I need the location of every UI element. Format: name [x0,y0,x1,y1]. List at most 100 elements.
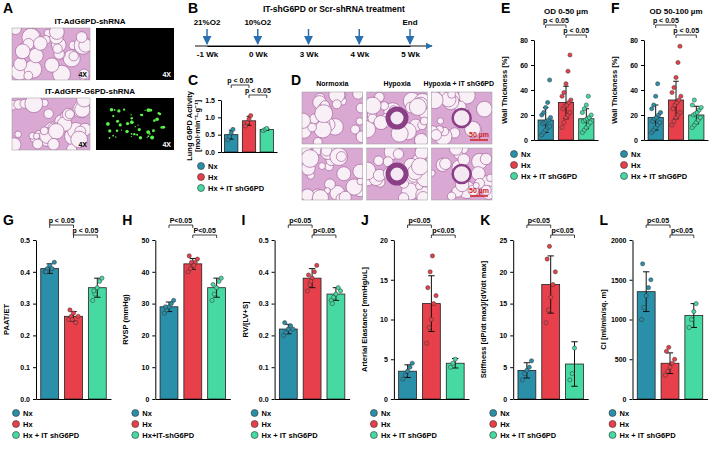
data-point [312,270,316,274]
y-axis-line [155,241,156,400]
alveolus [332,100,341,109]
legend-label: Hx + IT shG6PD [262,431,319,440]
x-axis-line [633,399,708,400]
y-axis: 020406080 [520,37,534,144]
y-tick-label: 20 [520,112,528,119]
significance-bracket [312,235,336,238]
bar [184,264,202,399]
data-point [187,254,191,258]
legend-label: Hx + IT shG6PD [208,184,265,193]
legend-swatch [13,432,20,439]
timeline-tick: 0 Wk [249,46,268,59]
alveolus [337,167,351,181]
y-tick-mark [531,40,534,41]
data-point [692,309,696,313]
y-tick-label: 0.5 [20,237,30,244]
data-point [211,282,215,286]
data-point [584,103,588,107]
x-axis [514,399,589,400]
y-axis: 0.00.10.20.30.40.5 [20,237,36,403]
figure: IT-AdG6PD-shRNA4X4XIT-AdGFP-G6PD-shRNA4X… [0,0,716,449]
y-tick-label: 50 [142,237,150,244]
data-point [663,373,667,377]
y-tick-label: 1.0 [205,114,215,121]
alveolus [313,138,322,144]
alveolus [15,131,22,138]
x-axis-line [394,399,469,400]
data-point [546,100,550,104]
y-tick: 60 [520,62,534,69]
timeline-tick: 3 Wk [300,46,319,59]
y-tick-mark [531,65,534,66]
data-point [687,325,691,329]
gfp-signal [133,133,135,135]
data-point [74,321,78,325]
gfp-signal [150,136,154,140]
significance-label: p<0.05 [528,217,550,225]
y-tick: 1.0 [205,114,221,121]
gfp-signal [136,134,138,136]
panel-label: L [600,212,609,228]
micrograph-frame [302,148,363,200]
y-tick: 0.0 [20,396,36,403]
legend: NxHxHx + IT shG6PD [13,409,80,440]
legend: NxHxHx + IT shG6PD [198,162,265,193]
panel-label: D [291,72,301,88]
y-tick-mark [641,115,644,116]
data-point [50,267,54,271]
x-axis [394,399,469,400]
legend-label: Hx [500,420,510,429]
y-tick-label: 60 [520,62,528,69]
x-axis-line [514,399,589,400]
y-tick-label: 5 [503,364,507,371]
gfp-signal [116,129,119,132]
gfp-signal [112,115,114,117]
legend-label: Hx + IT shG6PD [23,431,80,440]
y-tick-mark [218,152,221,153]
data-point [428,270,432,274]
alveolus [414,134,427,144]
legend: NxHxHx + IT shG6PD [370,409,437,440]
y-tick-mark [510,399,513,400]
magnification: 4X [78,71,87,78]
timeline-label: 3 Wk [300,50,319,59]
panel-label: J [361,212,369,228]
legend-swatch [621,173,628,180]
panel-label: E [501,0,510,16]
scale-bar-label: 50 µm [469,131,489,139]
data-point [172,298,176,302]
legend: NxHxHx + IT shG6PD [511,150,578,181]
data-point [679,94,683,98]
magnification: 4X [78,141,87,148]
y-tick-mark [272,240,275,241]
y-axis-title: Wall Thickness [%] [610,56,619,124]
fluorescence-bg [96,28,174,80]
x-axis-line [535,140,599,141]
legend: NxHxHx+IT-shG6PD [132,409,195,440]
error-bar [571,342,577,387]
data-point [673,357,677,361]
bar [668,100,683,140]
y-tick-mark [152,367,155,368]
legend-swatch [370,421,377,428]
gfp-signal [130,117,132,119]
timeline-tick: 4 Wk [350,46,369,59]
y-axis-title: CI [ml/min/sq. m] [599,289,608,350]
y-tick-label: 0.2 [259,332,269,339]
gfp-signal [114,109,116,111]
y-tick: 0.0 [259,396,275,403]
y-tick-label: 10 [499,332,507,339]
bar [422,304,440,399]
legend-swatch [490,421,497,428]
gfp-signal [130,121,133,124]
y-tick: 0 [503,396,513,403]
x-axis [156,399,231,400]
alveolus [449,148,462,155]
gfp-signal [126,122,129,125]
alveolus [62,108,74,120]
panel: 020406080Wall Thickness [%]OD 50-100 µmp… [610,0,709,181]
legend-label: Hx + IT shG6PD [620,431,677,440]
gfp-signal [108,129,111,132]
data-point [71,311,75,315]
alveolus [48,138,60,150]
